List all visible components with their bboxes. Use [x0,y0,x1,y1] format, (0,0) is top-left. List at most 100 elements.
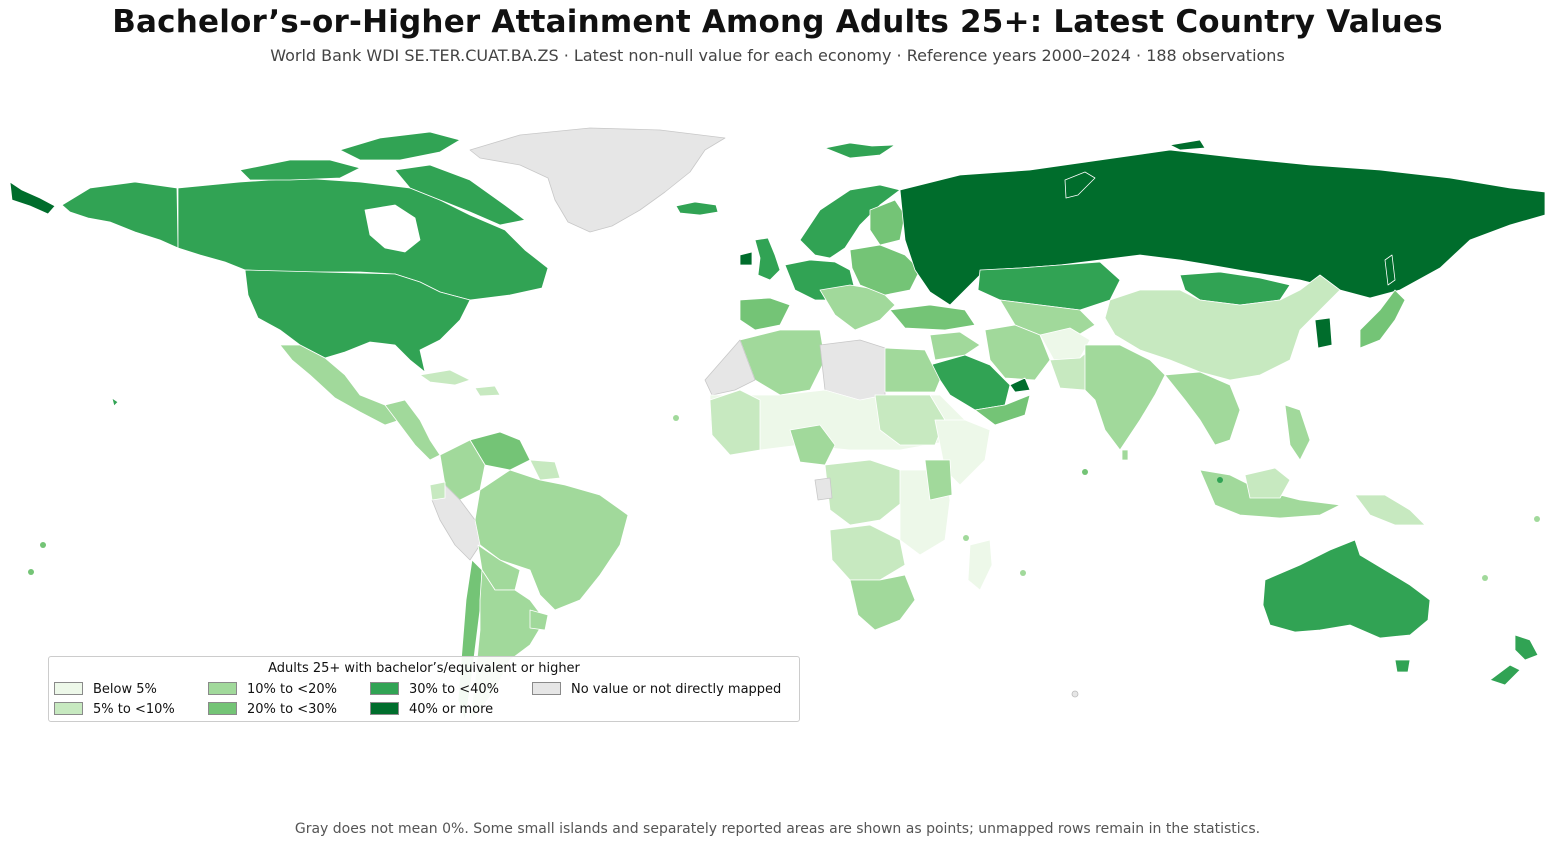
region-scandinavia [799,184,901,259]
region-iceland [675,201,719,216]
island-point-10 [1071,690,1079,698]
region-mexico [279,344,401,426]
region-sudan [874,394,946,446]
region-oman-yemen [974,394,1031,426]
legend-label: 5% to <10% [93,702,175,717]
region-alaska-west [9,181,56,215]
region-borneo [1244,467,1291,499]
region-gabon [814,477,833,501]
legend-label: No value or not directly mapped [571,682,782,697]
region-china [1104,274,1341,381]
region-egypt [884,347,941,393]
region-iran [984,324,1051,381]
legend-swatch [208,702,237,715]
page-subtitle: World Bank WDI SE.TER.CUAT.BA.ZS · Lates… [270,46,1285,65]
legend-label: Below 5% [93,682,157,697]
region-korea [1314,317,1333,349]
region-guianas [529,459,561,481]
legend-swatch [370,702,399,715]
legend-item-no-value: No value or not directly mapped [532,682,781,698]
legend-label: 10% to <20% [247,682,337,697]
region-canada-ellesmere [339,131,461,161]
region-hispaniola [474,385,501,397]
legend-item-20-30: 20% to <30% [208,702,337,718]
island-point-1 [40,542,46,548]
region-west-africa [709,389,761,456]
region-uruguay [529,609,549,631]
region-canada-arctic [239,159,361,181]
region-australia [1262,539,1431,639]
legend-label: 30% to <40% [409,682,499,697]
island-point-6 [1217,477,1223,483]
map-legend: Adults 25+ with bachelor’s/equivalent or… [48,656,800,722]
region-canada-baffin [394,164,526,226]
legend-swatch [532,682,561,695]
region-madagascar [967,539,993,591]
region-sakhalin [1384,254,1396,286]
legend-item-30-40: 30% to <40% [370,682,499,698]
legend-item-40-plus: 40% or more [370,702,493,718]
island-point-4 [963,535,969,541]
legend-swatch [54,702,83,715]
island-point-2 [28,569,34,575]
region-new-zealand-south [1489,664,1521,686]
region-nigeria [789,424,836,466]
footnote: Gray does not mean 0%. Some small island… [294,821,1261,837]
region-philippines [1284,404,1311,461]
region-svalbard [824,142,896,159]
legend-item-5-10: 5% to <10% [54,702,175,718]
island-point-8 [1482,575,1488,581]
legend-item-below-5: Below 5% [54,682,157,698]
region-italy-balkans [819,284,896,331]
region-russia-north-islands [1169,139,1206,151]
region-png [1354,494,1426,526]
region-alaska [61,181,179,249]
region-hawaii [111,397,119,407]
region-kenya [924,459,953,501]
region-uae [1009,377,1031,393]
region-greenland [469,127,726,233]
region-southern-africa [849,574,916,631]
region-new-zealand [1514,634,1539,661]
region-sri-lanka [1121,449,1129,461]
region-levant [929,331,981,361]
legend-label: 40% or more [409,702,494,717]
region-north-africa-west [739,329,826,396]
region-morocco-sahara [704,339,756,396]
region-kazakhstan [977,261,1121,311]
island-point-7 [1534,516,1540,522]
page-title: Bachelor’s-or-Higher Attainment Among Ad… [112,4,1443,40]
region-central-america [384,399,441,461]
region-india [1084,344,1166,451]
region-finland [869,199,906,246]
region-novaya-zemlya [1064,171,1096,199]
island-point-3 [673,415,679,421]
region-ireland [739,251,753,266]
region-russia [899,149,1546,306]
region-turkey [889,304,976,331]
island-point-5 [1020,570,1026,576]
region-indochina [1164,371,1241,446]
region-eastern-europe [849,244,921,296]
region-hudson-bay [364,204,421,253]
region-cuba [419,369,471,386]
legend-label: 20% to <30% [247,702,337,717]
legend-swatch [370,682,399,695]
region-central-africa [824,459,906,526]
region-canada [177,177,549,301]
region-uk [754,237,781,281]
island-point-9 [1082,469,1088,475]
region-brazil [474,469,629,611]
legend-title: Adults 25+ with bachelor’s/equivalent or… [268,661,580,676]
region-japan [1359,289,1406,349]
legend-swatch [54,682,83,695]
region-ecuador [429,481,446,501]
region-usa [244,269,471,373]
region-angola-zambia [829,524,906,581]
region-tasmania [1394,659,1411,673]
region-saudi-arabia [929,354,1011,411]
region-spain [739,297,791,331]
legend-swatch [208,682,237,695]
legend-item-10-20: 10% to <20% [208,682,337,698]
